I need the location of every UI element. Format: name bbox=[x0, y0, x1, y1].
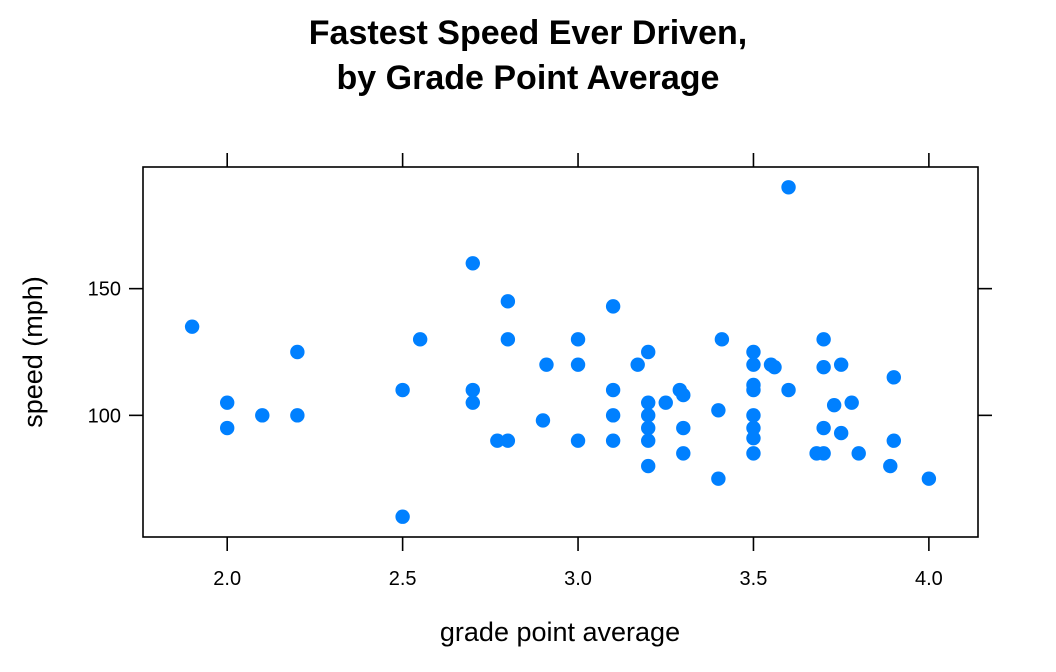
data-point bbox=[886, 433, 901, 448]
data-points bbox=[184, 180, 937, 524]
data-point bbox=[658, 395, 673, 410]
data-point bbox=[605, 433, 621, 448]
data-point bbox=[746, 408, 761, 423]
data-point bbox=[833, 425, 849, 441]
x-tick-label: 2.5 bbox=[389, 568, 417, 590]
axis-ticks bbox=[129, 153, 992, 551]
data-point bbox=[746, 382, 761, 398]
data-point bbox=[500, 332, 516, 347]
data-point bbox=[816, 446, 831, 461]
x-tick-label: 3.5 bbox=[740, 568, 768, 590]
data-point bbox=[570, 433, 586, 448]
data-point bbox=[395, 382, 410, 398]
data-point bbox=[746, 357, 761, 372]
chart-title: Fastest Speed Ever Driven, bbox=[309, 14, 747, 52]
data-point bbox=[714, 332, 730, 347]
data-point bbox=[641, 408, 656, 423]
data-point bbox=[641, 395, 656, 410]
data-point bbox=[570, 332, 586, 347]
data-point bbox=[711, 471, 726, 486]
data-point bbox=[746, 430, 761, 446]
x-axis-label: grade point average bbox=[440, 617, 680, 647]
data-point bbox=[539, 357, 554, 372]
data-point bbox=[746, 446, 761, 461]
data-point bbox=[883, 458, 898, 474]
data-point bbox=[465, 256, 480, 271]
data-point bbox=[255, 408, 270, 423]
data-point bbox=[220, 395, 235, 410]
data-point bbox=[490, 433, 505, 448]
data-point bbox=[711, 403, 726, 418]
y-tick-label: 150 bbox=[88, 279, 121, 301]
data-point bbox=[921, 471, 937, 486]
data-point bbox=[290, 344, 305, 360]
data-point bbox=[781, 382, 796, 398]
data-point bbox=[570, 357, 586, 372]
x-tick-label: 3.0 bbox=[564, 568, 592, 590]
data-point bbox=[535, 413, 551, 428]
data-point bbox=[220, 420, 235, 436]
data-point bbox=[605, 299, 621, 314]
data-point bbox=[641, 344, 656, 360]
data-point bbox=[676, 446, 691, 461]
data-point bbox=[412, 332, 428, 347]
data-point bbox=[605, 408, 621, 423]
data-point bbox=[290, 408, 305, 423]
data-point bbox=[844, 395, 859, 410]
data-point bbox=[605, 382, 621, 398]
data-point bbox=[676, 420, 691, 436]
data-point bbox=[816, 360, 831, 375]
data-point bbox=[184, 319, 200, 334]
data-point bbox=[630, 357, 645, 372]
data-point bbox=[767, 360, 782, 375]
data-point bbox=[746, 344, 761, 360]
data-point bbox=[826, 398, 842, 413]
data-point bbox=[465, 395, 480, 410]
data-point bbox=[746, 420, 761, 436]
data-point bbox=[641, 433, 656, 448]
data-point bbox=[676, 387, 691, 403]
data-point bbox=[465, 382, 480, 398]
x-tick-label: 4.0 bbox=[915, 568, 943, 590]
data-point bbox=[641, 458, 656, 474]
data-point bbox=[886, 370, 901, 385]
data-point bbox=[833, 357, 849, 372]
y-axis-label: speed (mph) bbox=[18, 276, 48, 428]
data-point bbox=[781, 180, 796, 195]
data-point bbox=[851, 446, 866, 461]
data-point bbox=[816, 420, 831, 436]
plot-frame bbox=[142, 166, 979, 538]
data-point bbox=[395, 509, 410, 524]
data-point bbox=[816, 332, 831, 347]
chart-subtitle: by Grade Point Average bbox=[337, 59, 720, 97]
y-tick-label: 100 bbox=[88, 405, 121, 427]
x-tick-label: 2.0 bbox=[213, 568, 241, 590]
data-point bbox=[500, 433, 516, 448]
data-point bbox=[641, 420, 656, 436]
data-point bbox=[500, 294, 516, 309]
axis-tick-labels: 2.0 2.5 3.0 3.5 4.0 100 150 bbox=[88, 279, 943, 590]
